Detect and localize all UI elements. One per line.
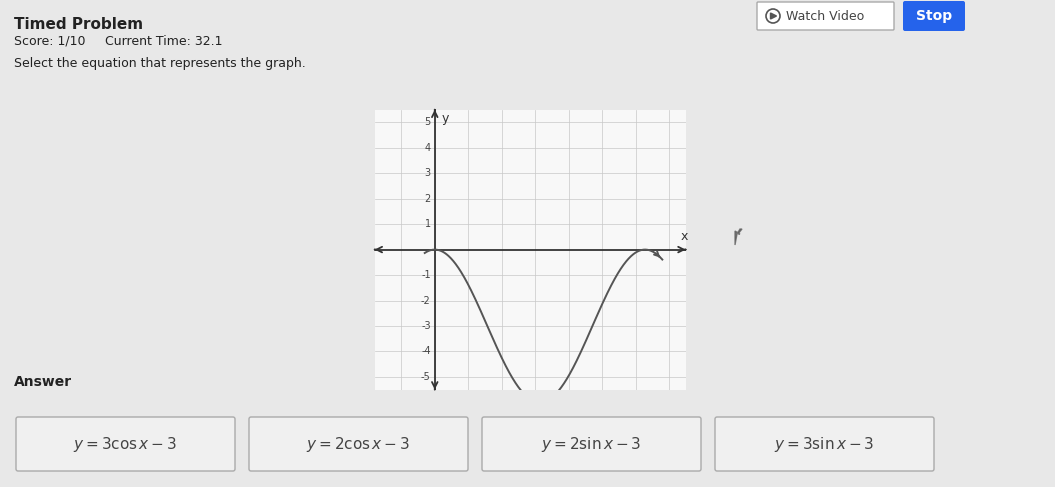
Text: x: x <box>680 230 688 243</box>
Text: -4: -4 <box>421 346 430 356</box>
Text: Current Time: 32.1: Current Time: 32.1 <box>106 35 223 48</box>
Text: -5: -5 <box>421 372 430 382</box>
Text: $\mathit{y = 2\sin x - 3}$: $\mathit{y = 2\sin x - 3}$ <box>541 434 641 453</box>
Text: 3: 3 <box>424 168 430 178</box>
FancyBboxPatch shape <box>757 2 894 30</box>
FancyBboxPatch shape <box>482 417 701 471</box>
Text: -2: -2 <box>421 296 430 305</box>
Text: -3: -3 <box>421 321 430 331</box>
Text: Answer: Answer <box>14 375 72 389</box>
Text: Select the equation that represents the graph.: Select the equation that represents the … <box>14 57 306 70</box>
Text: $\mathit{y = 2\cos x - 3}$: $\mathit{y = 2\cos x - 3}$ <box>306 434 410 453</box>
Text: Watch Video: Watch Video <box>786 10 864 22</box>
Text: Score: 1/10: Score: 1/10 <box>14 35 85 48</box>
Text: 4: 4 <box>424 143 430 153</box>
Text: $\mathit{y = 3\cos x - 3}$: $\mathit{y = 3\cos x - 3}$ <box>74 434 177 453</box>
Text: 2: 2 <box>424 194 430 204</box>
Text: 1: 1 <box>424 219 430 229</box>
FancyBboxPatch shape <box>249 417 468 471</box>
Text: 5: 5 <box>424 117 430 127</box>
Polygon shape <box>770 13 776 19</box>
FancyBboxPatch shape <box>715 417 934 471</box>
Text: $\mathit{y = 3\sin x - 3}$: $\mathit{y = 3\sin x - 3}$ <box>774 434 875 453</box>
FancyBboxPatch shape <box>16 417 235 471</box>
Text: -1: -1 <box>421 270 430 280</box>
Text: y: y <box>441 112 448 125</box>
Text: Timed Problem: Timed Problem <box>14 17 143 32</box>
FancyBboxPatch shape <box>903 1 965 31</box>
Polygon shape <box>735 229 742 245</box>
Text: Stop: Stop <box>916 9 952 23</box>
